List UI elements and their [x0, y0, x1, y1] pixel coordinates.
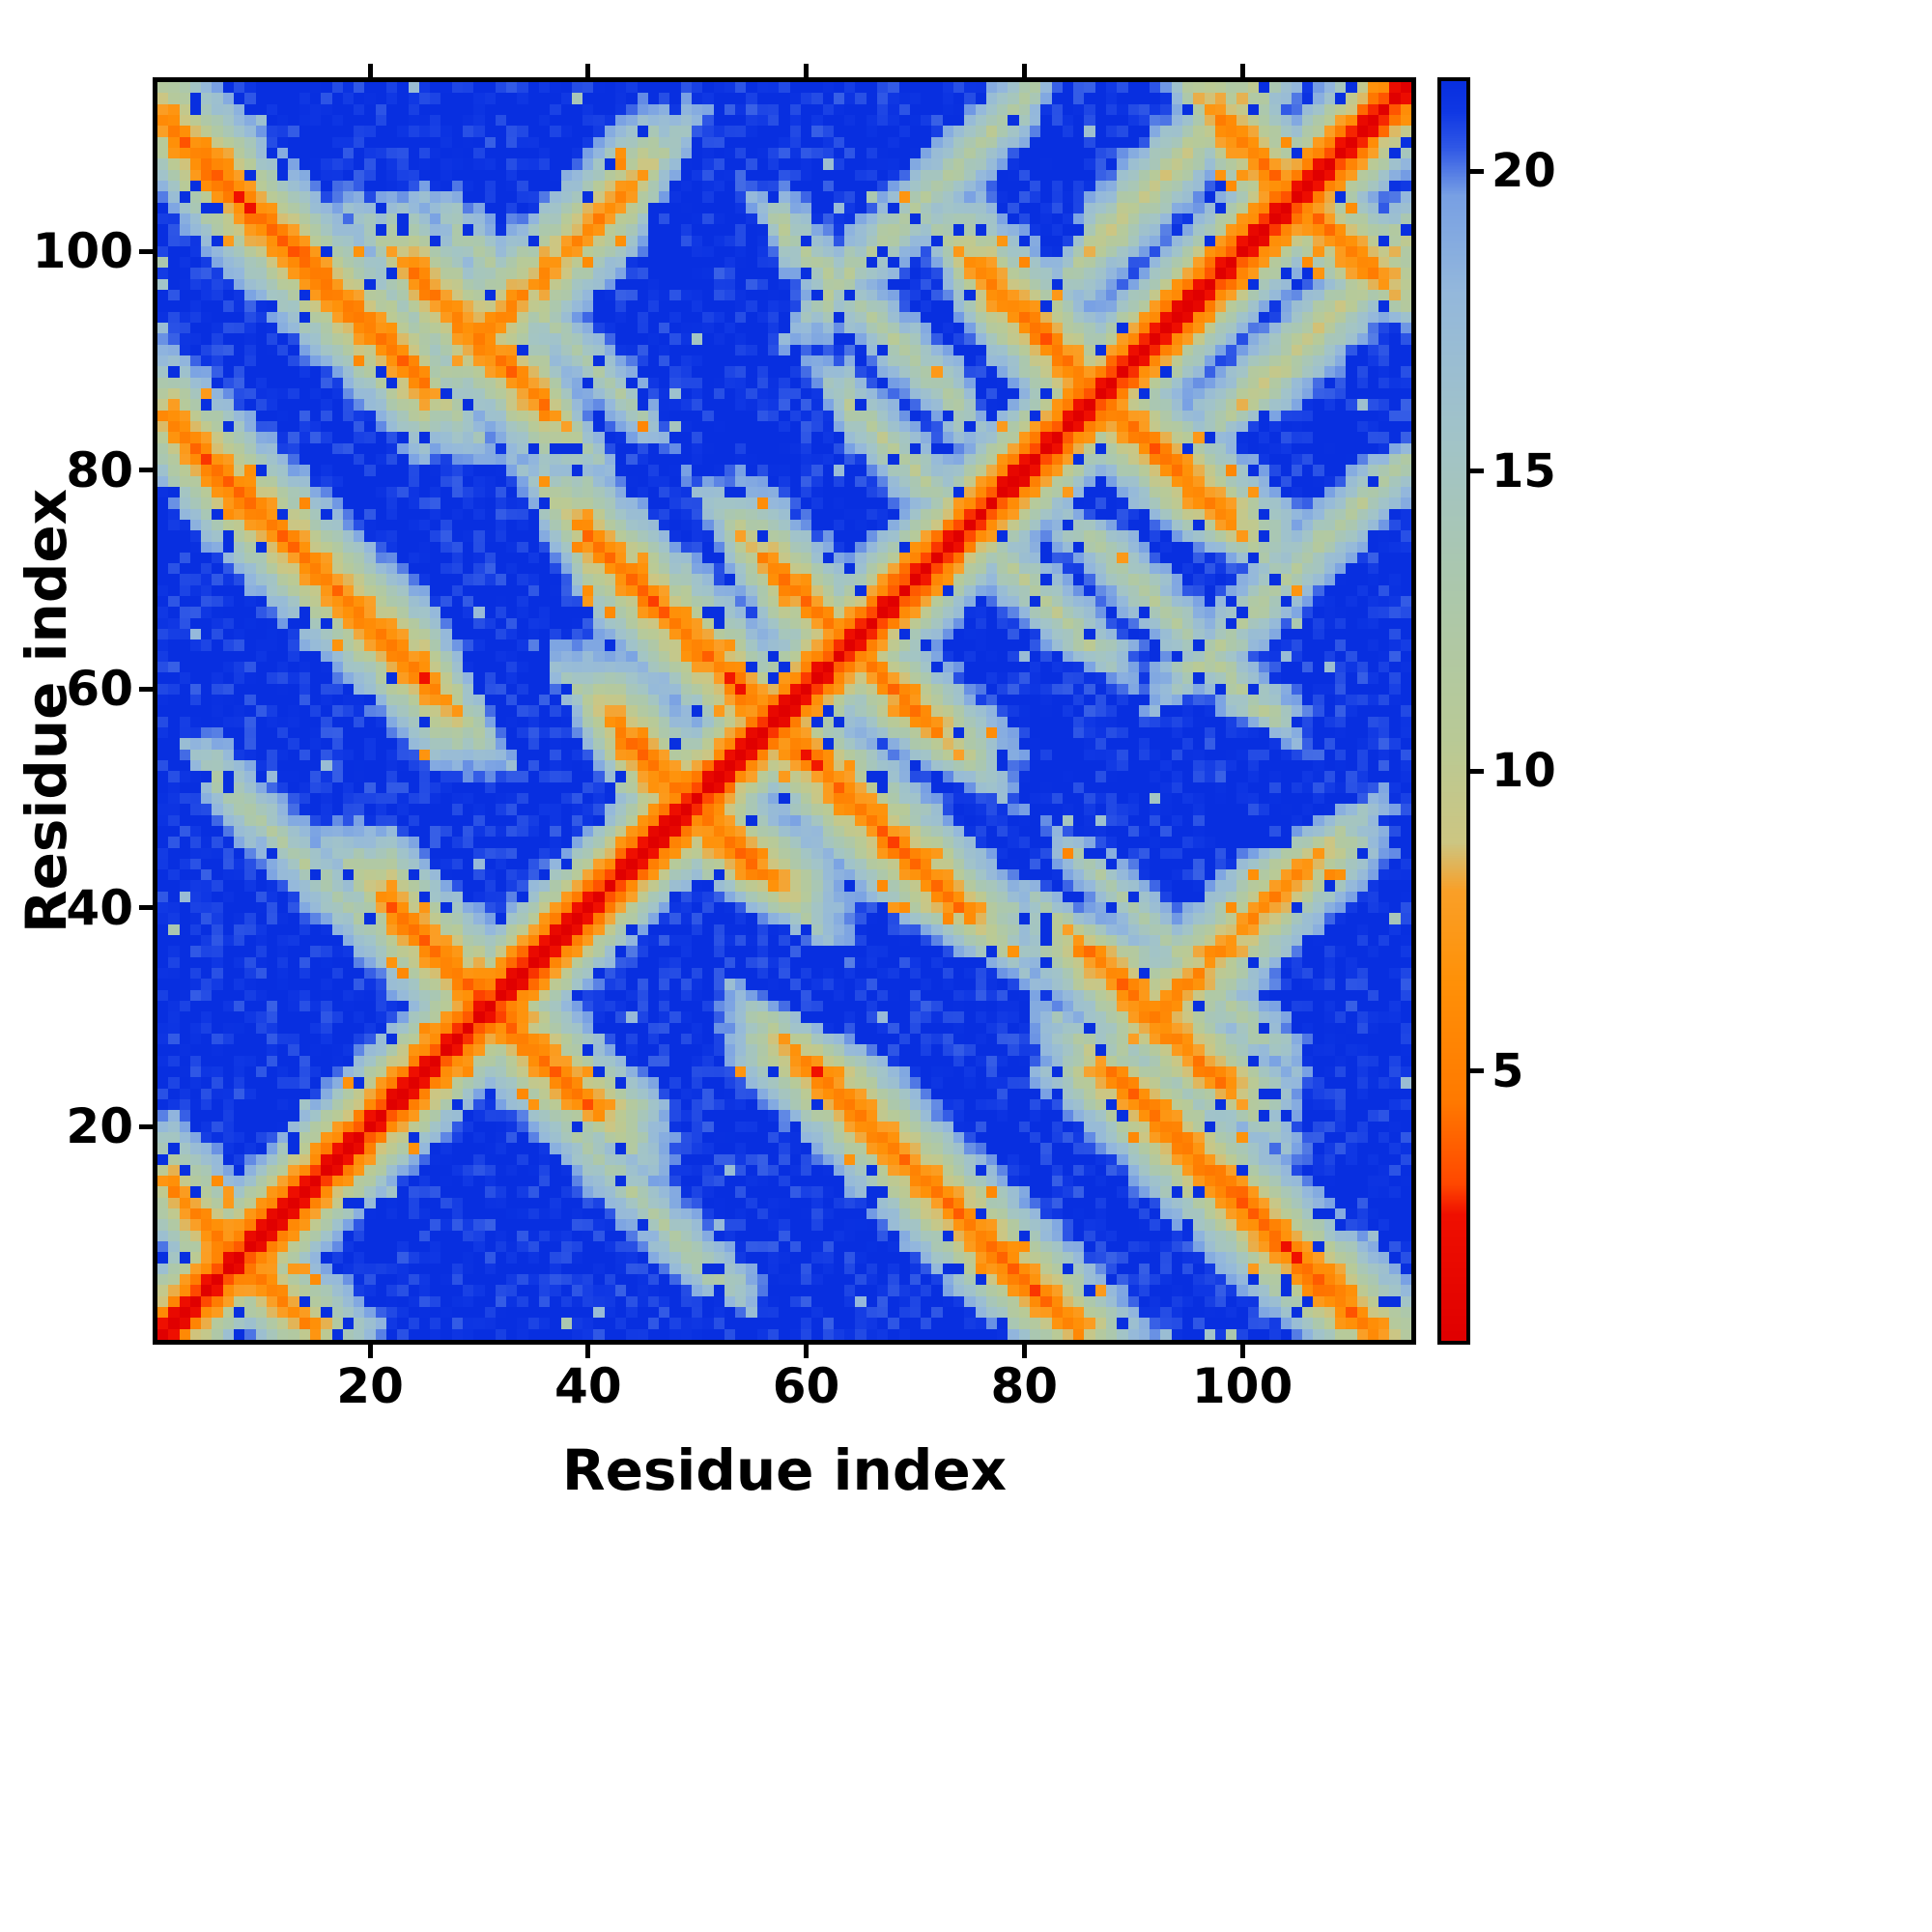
colorbar-tick-mark — [1470, 768, 1484, 774]
x-tick-mark-bottom — [367, 1345, 373, 1358]
y-tick-mark — [139, 248, 153, 254]
x-tick-mark-bottom — [1239, 1345, 1245, 1358]
y-tick-mark — [139, 468, 153, 473]
heatmap-canvas — [157, 82, 1411, 1340]
colorbar-tick-label: 20 — [1492, 144, 1556, 199]
colorbar-tick-mark — [1470, 469, 1484, 474]
colorbar-tick-label: 15 — [1492, 443, 1556, 498]
x-tick-mark-bottom — [585, 1345, 591, 1358]
colorbar-tick-mark — [1470, 1068, 1484, 1074]
colorbar-tick-mark — [1470, 168, 1484, 174]
y-tick-mark — [139, 686, 153, 692]
x-axis-label: Residue index — [561, 1437, 1008, 1503]
y-tick-label: 40 — [66, 879, 133, 936]
x-tick-mark-bottom — [804, 1345, 810, 1358]
y-tick-label: 60 — [66, 661, 133, 718]
colorbar — [1437, 77, 1470, 1345]
x-tick-label: 40 — [554, 1358, 622, 1414]
x-tick-mark-bottom — [1021, 1345, 1027, 1358]
x-tick-mark-top — [804, 64, 810, 77]
colorbar-tick-label: 10 — [1492, 744, 1556, 799]
colorbar-tick-label: 5 — [1492, 1043, 1524, 1098]
heatmap-plot — [153, 77, 1416, 1345]
x-tick-label: 100 — [1191, 1358, 1293, 1414]
x-tick-mark-top — [1239, 64, 1245, 77]
y-tick-label: 100 — [32, 223, 133, 280]
colorbar-gradient — [1441, 81, 1466, 1341]
y-tick-mark — [139, 905, 153, 911]
x-tick-label: 80 — [990, 1358, 1059, 1414]
x-tick-label: 20 — [336, 1358, 404, 1414]
x-tick-mark-top — [367, 64, 373, 77]
y-tick-label: 80 — [66, 441, 133, 498]
x-tick-mark-top — [585, 64, 591, 77]
y-tick-label: 20 — [66, 1098, 133, 1155]
x-tick-mark-top — [1021, 64, 1027, 77]
x-tick-label: 60 — [772, 1358, 840, 1414]
y-tick-mark — [139, 1123, 153, 1129]
